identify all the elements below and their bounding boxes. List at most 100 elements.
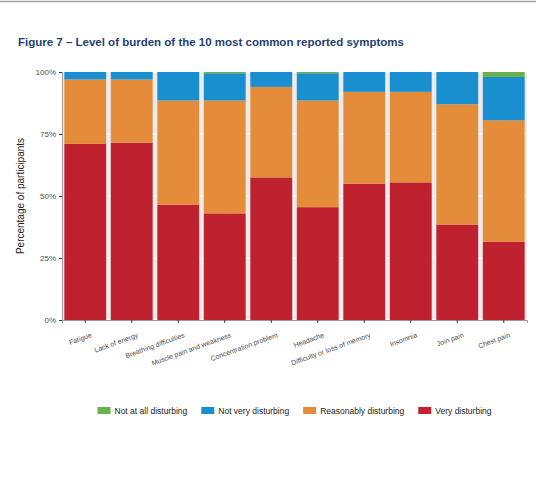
x-tick-mark (410, 320, 411, 323)
bar-segment (297, 73, 339, 100)
bar-segment (343, 72, 385, 73)
plot-background (62, 72, 527, 320)
x-tick-label: Insomnia (389, 331, 418, 347)
bar-segment (250, 87, 292, 178)
title: Figure 7 – Level of burden of the 10 mos… (18, 36, 404, 48)
y-tick: 25% (40, 254, 62, 263)
x-axis-line (63, 321, 528, 324)
x-axis: FatigueLack of energyBreathing difficult… (63, 320, 528, 368)
legend-label: Reasonably disturbing (320, 406, 404, 416)
legend-label: Not at all disturbing (115, 406, 188, 416)
x-tick-mark (457, 320, 458, 323)
legend-label: Not very disturbing (218, 406, 289, 416)
y-tick-mark (59, 72, 62, 73)
bar-segment (297, 101, 339, 208)
bar-segment (436, 72, 478, 104)
legend-item: Very disturbing (418, 406, 491, 416)
bar-segment (390, 92, 432, 183)
bar-segment (64, 72, 106, 79)
y-tick: 100% (36, 68, 62, 77)
x-tick-label: Difficulty or loss of memory (290, 331, 372, 367)
grid (62, 72, 527, 320)
bar-segment (111, 143, 153, 320)
x-tick: Muscle pain and weakness (151, 320, 233, 368)
bar-segment (111, 72, 153, 73)
x-tick-mark (271, 320, 272, 323)
bar-segment (157, 205, 199, 320)
bar-segment (390, 72, 432, 73)
x-tick-mark (224, 320, 225, 323)
bar-segment (64, 79, 106, 143)
y-tick: 75% (40, 130, 62, 139)
x-tick-mark (503, 320, 504, 323)
y-tick-label: 50% (40, 192, 56, 201)
x-tick-mark (364, 320, 365, 323)
y-tick: 50% (40, 192, 62, 201)
bar-segment (64, 72, 106, 73)
x-tick-mark (317, 320, 318, 323)
x-tick-label: Headache (293, 331, 325, 349)
bar-segment (436, 225, 478, 320)
y-tick-mark (59, 134, 62, 135)
x-tick-label: Join pain (436, 331, 465, 348)
bar-segment (343, 184, 385, 320)
x-tick-label: Muscle pain and weakness (151, 331, 233, 367)
bar-segment (297, 72, 339, 73)
bar-segment (157, 101, 199, 205)
x-tick-label: Concentration problem (210, 331, 279, 363)
y-tick-mark (59, 320, 62, 321)
legend-label: Very disturbing (435, 406, 491, 416)
bar-segment (250, 72, 292, 73)
bar-segment (343, 72, 385, 92)
chart: Figure 7 – Level of burden of the 10 mos… (0, 0, 536, 502)
x-tick: Insomnia (389, 320, 418, 348)
x-tick: Concentration problem (210, 320, 279, 363)
legend-swatch (303, 407, 316, 414)
bars (64, 72, 524, 320)
bar-segment (483, 72, 525, 77)
legend-item: Not at all disturbing (98, 406, 188, 416)
legend-swatch (98, 407, 111, 414)
y-tick-label: 25% (40, 254, 56, 263)
x-tick: Headache (293, 320, 325, 349)
series (204, 72, 525, 77)
x-tick: Join pain (436, 320, 465, 348)
series (64, 72, 524, 120)
bar-segment (64, 144, 106, 320)
legend-item: Not very disturbing (201, 406, 289, 416)
bar-segment (111, 72, 153, 79)
y-tick: 0% (44, 316, 62, 325)
y-tick-mark (59, 196, 62, 197)
bar-segment (204, 72, 246, 73)
x-tick: Chest pain (477, 320, 511, 350)
legend: Not at all disturbing Not very disturbing… (98, 406, 492, 416)
top-rule (0, 1, 536, 3)
bar-segment (250, 72, 292, 87)
legend-item: Reasonably disturbing (303, 406, 404, 416)
bar-segment (204, 213, 246, 320)
bar-segment (343, 92, 385, 184)
bar-segment (483, 120, 525, 242)
y-tick-mark (59, 258, 62, 259)
x-tick-mark (178, 320, 179, 323)
x-tick-label: Fatigue (68, 331, 93, 347)
bar-segment (483, 242, 525, 320)
legend-swatch (201, 407, 214, 414)
y-axis-title: Percentage of participants (15, 138, 26, 254)
x-tick: Difficulty or loss of memory (290, 320, 372, 368)
x-tick-label: Chest pain (477, 331, 511, 350)
bar-segment (390, 72, 432, 92)
x-tick-mark (85, 320, 86, 323)
bar-segment (483, 77, 525, 120)
bar-segment (390, 182, 432, 320)
bar-segment (250, 177, 292, 320)
bar-segment (204, 73, 246, 100)
bar-segment (297, 207, 339, 320)
legend-swatch (418, 407, 431, 414)
bar-segment (157, 72, 199, 101)
y-tick-label: 0% (44, 316, 56, 325)
x-tick: Fatigue (68, 320, 93, 347)
bar-segment (157, 72, 199, 73)
bar-segment (436, 104, 478, 224)
y-axis: 0% 25% 50% 75% 100% (36, 68, 63, 325)
